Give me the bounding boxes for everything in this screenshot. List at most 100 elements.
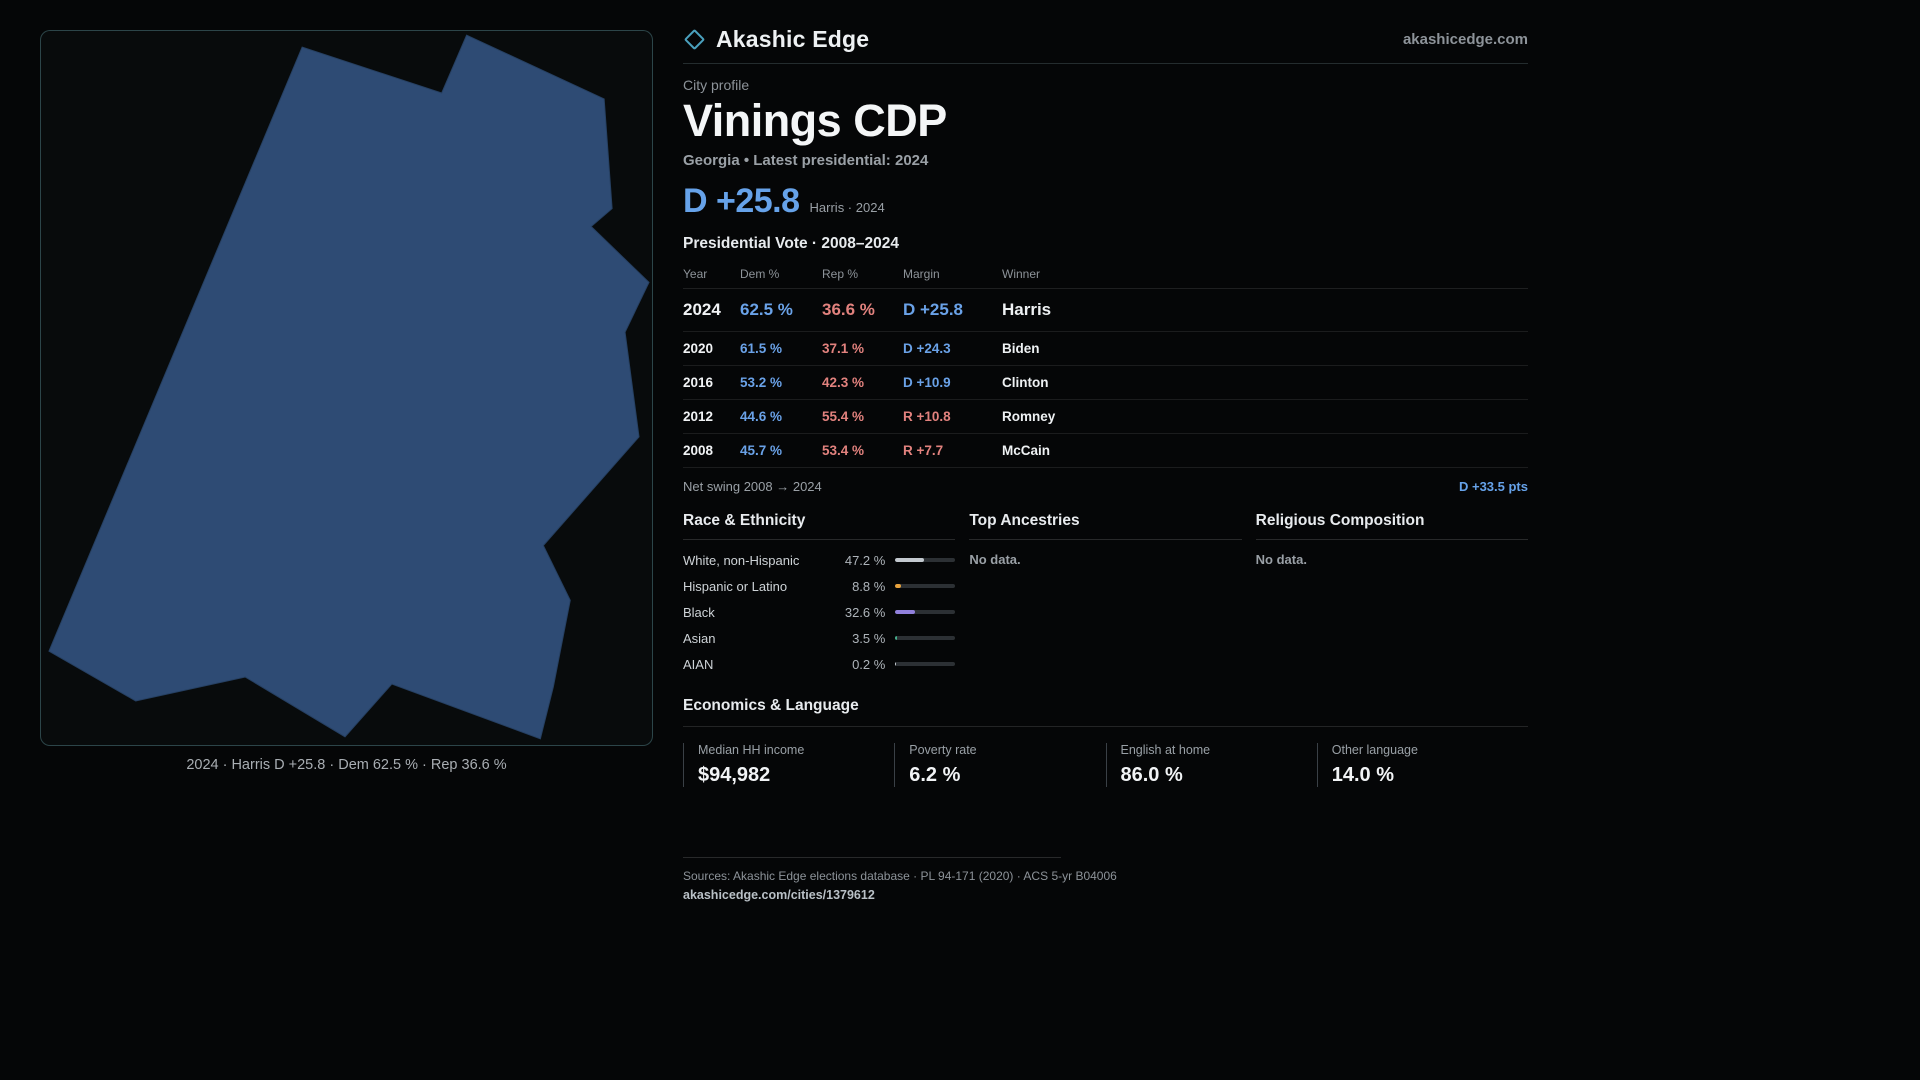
- cell-rep: 53.4 %: [822, 443, 865, 458]
- race-label: AIAN: [683, 656, 714, 672]
- permalink[interactable]: akashicedge.com/cities/1379612: [683, 888, 875, 902]
- cell-winner: Harris: [1002, 300, 1052, 319]
- stat-value: 14.0 %: [1331, 764, 1395, 786]
- race-value: 3.5 %: [852, 630, 886, 646]
- subtitle: Georgia • Latest presidential: 2024: [683, 152, 929, 169]
- header: Akashic Edge akashicedge.com: [683, 26, 1528, 53]
- cell-margin: R +10.8: [903, 409, 951, 424]
- map-caption: 2024 · Harris D +25.8 · Dem 62.5 % · Rep…: [186, 757, 507, 773]
- race-label: White, non-Hispanic: [683, 552, 800, 568]
- economics-title: Economics & Language: [683, 697, 1528, 727]
- race-bar-fill: [895, 558, 924, 562]
- race-bar: [895, 584, 956, 588]
- race-rows: White, non-Hispanic 47.2 % Hispanic or L…: [683, 547, 956, 677]
- stat-english-at-home: English at home 86.0 %: [1105, 743, 1317, 787]
- brand: Akashic Edge: [683, 26, 869, 53]
- list-item: AIAN 0.2 %: [683, 651, 956, 677]
- economics-stats: Median HH income $94,982 Poverty rate 6.…: [683, 743, 1528, 787]
- cell-year: 2024: [683, 300, 721, 319]
- cell-dem: 61.5 %: [740, 341, 783, 356]
- race-bar-fill: [895, 610, 915, 614]
- stat-label: English at home: [1120, 743, 1211, 757]
- brand-name: Akashic Edge: [716, 26, 870, 52]
- stat-value: $94,982: [698, 764, 771, 786]
- cell-year: 2008: [683, 443, 714, 458]
- cell-rep: 42.3 %: [822, 375, 865, 390]
- footer-divider: [683, 857, 1061, 858]
- cell-dem: 53.2 %: [740, 375, 783, 390]
- race-bar: [895, 636, 956, 640]
- cell-dem: 45.7 %: [740, 443, 783, 458]
- cell-margin: D +24.3: [903, 341, 951, 356]
- race-value: 32.6 %: [844, 604, 886, 620]
- race-value: 0.2 %: [852, 656, 886, 672]
- religion-title: Religious Composition: [1255, 512, 1528, 540]
- race-label: Asian: [683, 630, 716, 646]
- table-row: 2008 45.7 % 53.4 % R +7.7 McCain: [683, 434, 1528, 468]
- city-boundary-polygon: [48, 34, 650, 740]
- col-year: Year: [683, 267, 708, 281]
- race-value: 8.8 %: [852, 578, 886, 594]
- cell-dem: 44.6 %: [740, 409, 783, 424]
- list-item: Hispanic or Latino 8.8 %: [683, 573, 956, 599]
- table-row: 2016 53.2 % 42.3 % D +10.9 Clinton: [683, 366, 1528, 400]
- cell-dem: 62.5 %: [740, 300, 793, 319]
- ancestries-column: Top Ancestries No data.: [969, 512, 1242, 677]
- stat-label: Other language: [1331, 743, 1418, 757]
- race-bar: [895, 610, 956, 614]
- sources-text: Sources: Akashic Edge elections database…: [683, 869, 1117, 883]
- brand-domain-link[interactable]: akashicedge.com: [1402, 31, 1528, 48]
- kicker: City profile: [683, 77, 750, 93]
- table-row: 2012 44.6 % 55.4 % R +10.8 Romney: [683, 400, 1528, 434]
- cell-year: 2012: [683, 409, 714, 424]
- cell-rep: 55.4 %: [822, 409, 865, 424]
- vote-table: Year Dem % Rep % Margin Winner 2024 62.5…: [683, 263, 1528, 468]
- cell-winner: Romney: [1002, 409, 1056, 424]
- stat-median-income: Median HH income $94,982: [683, 743, 894, 787]
- cell-year: 2016: [683, 375, 714, 390]
- stat-label: Poverty rate: [909, 743, 977, 757]
- race-bar-fill: [895, 584, 901, 588]
- header-divider: [683, 63, 1528, 64]
- race-label: Black: [683, 604, 715, 620]
- demographics-section: Race & Ethnicity White, non-Hispanic 47.…: [683, 512, 1528, 677]
- map-panel: [40, 30, 653, 746]
- net-swing-row: Net swing 2008 → 2024 D +33.5 pts: [683, 468, 1528, 500]
- list-item: Asian 3.5 %: [683, 625, 956, 651]
- cell-margin: R +7.7: [903, 443, 944, 458]
- list-item: White, non-Hispanic 47.2 %: [683, 547, 956, 573]
- cell-winner: McCain: [1002, 443, 1051, 458]
- table-row: 2024 62.5 % 36.6 % D +25.8 Harris: [683, 289, 1528, 332]
- page-title: Vinings CDP: [683, 95, 947, 146]
- vote-table-header: Year Dem % Rep % Margin Winner: [683, 263, 1528, 289]
- religion-column: Religious Composition No data.: [1255, 512, 1528, 677]
- headline-note: Harris · 2024: [809, 200, 885, 215]
- stat-value: 6.2 %: [909, 764, 961, 786]
- race-bar: [895, 558, 956, 562]
- ancestries-empty: No data.: [969, 552, 1021, 567]
- headline-margin-value: D +25.8: [683, 182, 800, 220]
- race-ethnicity-column: Race & Ethnicity White, non-Hispanic 47.…: [683, 512, 956, 677]
- ancestries-title: Top Ancestries: [969, 512, 1242, 540]
- net-swing-value: D +33.5 pts: [1458, 479, 1528, 494]
- city-boundary-map: [48, 34, 650, 740]
- economics-section: Economics & Language Median HH income $9…: [683, 697, 1528, 787]
- stat-other-language: Other language 14.0 %: [1316, 743, 1528, 787]
- race-bar-fill: [895, 636, 898, 640]
- table-row: 2020 61.5 % 37.1 % D +24.3 Biden: [683, 332, 1528, 366]
- col-winner: Winner: [1002, 267, 1041, 281]
- vote-table-title: Presidential Vote · 2008–2024: [683, 235, 899, 252]
- col-dem: Dem %: [740, 267, 780, 281]
- stat-poverty-rate: Poverty rate 6.2 %: [894, 743, 1105, 787]
- stat-value: 86.0 %: [1120, 764, 1183, 786]
- race-value: 47.2 %: [844, 552, 886, 568]
- religion-empty: No data.: [1255, 552, 1307, 567]
- race-label: Hispanic or Latino: [683, 578, 788, 594]
- cell-year: 2020: [683, 341, 714, 356]
- headline: D +25.8 Harris · 2024: [683, 182, 1528, 221]
- cell-margin: D +25.8: [903, 300, 964, 319]
- cell-rep: 36.6 %: [822, 300, 875, 319]
- stat-label: Median HH income: [698, 743, 805, 757]
- net-swing-label: Net swing 2008 → 2024: [683, 479, 822, 494]
